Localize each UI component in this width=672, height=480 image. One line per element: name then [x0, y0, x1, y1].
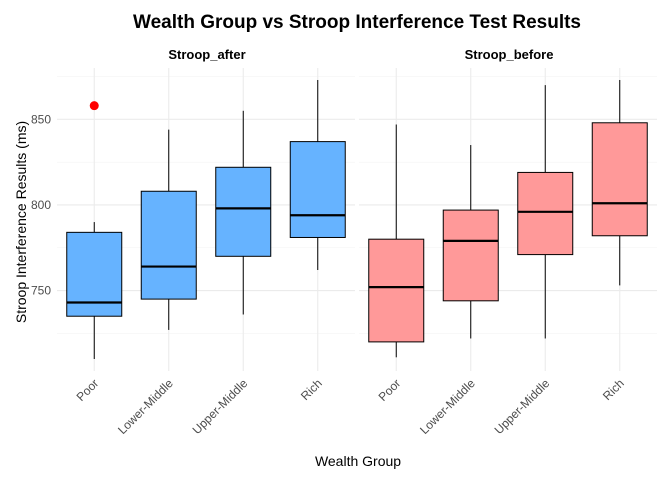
box — [140, 190, 197, 300]
x-tick-label: Rich — [298, 376, 325, 403]
x-tick-label: Lower-Middle — [115, 376, 176, 437]
x-axis-title: Wealth Group — [315, 453, 401, 469]
y-tick-label: 750 — [31, 284, 51, 298]
y-axis-title: Stroop Interference Results (ms) — [13, 121, 29, 323]
outlier-point — [89, 101, 99, 111]
x-tick-label: Poor — [376, 376, 404, 404]
y-tick-label: 800 — [31, 198, 51, 212]
box — [289, 141, 346, 238]
x-tick-label: Rich — [600, 376, 627, 403]
x-tick-label: Upper-Middle — [190, 376, 251, 437]
box — [215, 166, 272, 257]
box — [66, 231, 123, 317]
panel-label-before: Stroop_before — [465, 47, 554, 62]
box — [591, 122, 648, 237]
box — [442, 209, 499, 302]
x-tick-label: Poor — [74, 376, 102, 404]
x-tick-label: Upper-Middle — [492, 376, 553, 437]
y-tick-label: 850 — [31, 112, 51, 126]
x-tick-label: Lower-Middle — [417, 376, 478, 437]
chart-title: Wealth Group vs Stroop Interference Test… — [133, 12, 581, 33]
panel-label-after: Stroop_after — [168, 47, 245, 62]
box — [368, 238, 425, 343]
box — [517, 171, 574, 256]
